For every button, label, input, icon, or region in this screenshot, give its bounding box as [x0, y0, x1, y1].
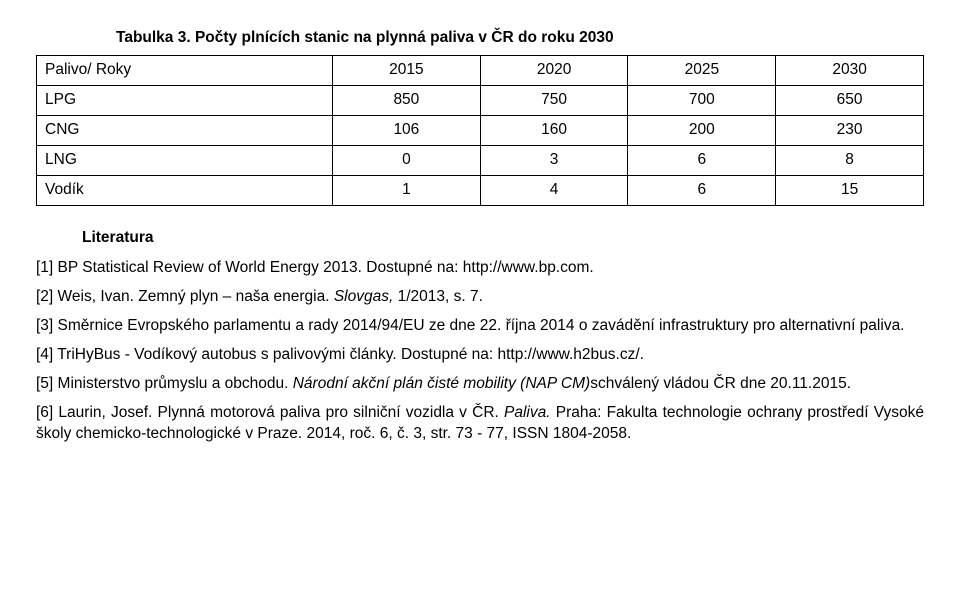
cell-label: CNG: [37, 115, 333, 145]
cell-label: LNG: [37, 145, 333, 175]
ref-text: [2] Weis, Ivan. Zemný plyn – naša energi…: [36, 288, 334, 305]
ref-italic: Paliva.: [504, 404, 551, 421]
ref-italic: Národní akční plán čisté mobility (NAP C…: [293, 375, 590, 392]
ref-text: [6] Laurin, Josef. Plynná motorová paliv…: [36, 404, 504, 421]
table-row: Vodík 1 4 6 15: [37, 175, 924, 205]
reference-5: [5] Ministerstvo průmyslu a obchodu. Nár…: [36, 374, 924, 395]
table-header-row: Palivo/ Roky 2015 2020 2025 2030: [37, 55, 924, 85]
cell: 200: [628, 115, 776, 145]
cell: 1: [333, 175, 481, 205]
ref-text: [5] Ministerstvo průmyslu a obchodu.: [36, 375, 293, 392]
cell: 15: [776, 175, 924, 205]
table-row: LNG 0 3 6 8: [37, 145, 924, 175]
reference-3: [3] Směrnice Evropského parlamentu a rad…: [36, 316, 924, 337]
cell: 850: [333, 85, 481, 115]
cell: 8: [776, 145, 924, 175]
ref-italic: Slovgas,: [334, 288, 393, 305]
table-row: CNG 106 160 200 230: [37, 115, 924, 145]
reference-1: [1] BP Statistical Review of World Energ…: [36, 258, 924, 279]
cell: 750: [480, 85, 628, 115]
reference-4: [4] TriHyBus - Vodíkový autobus s palivo…: [36, 345, 924, 366]
ref-text: 1/2013, s. 7.: [393, 288, 483, 305]
fuel-stations-table: Palivo/ Roky 2015 2020 2025 2030 LPG 850…: [36, 55, 924, 206]
th-1: 2015: [333, 55, 481, 85]
ref-text: schválený vládou ČR dne 20.11.2015.: [590, 375, 851, 392]
table-row: LPG 850 750 700 650: [37, 85, 924, 115]
reference-6: [6] Laurin, Josef. Plynná motorová paliv…: [36, 403, 924, 445]
cell-label: LPG: [37, 85, 333, 115]
cell: 650: [776, 85, 924, 115]
th-3: 2025: [628, 55, 776, 85]
cell: 160: [480, 115, 628, 145]
table-caption: Tabulka 3. Počty plnících stanic na plyn…: [36, 28, 924, 49]
reference-2: [2] Weis, Ivan. Zemný plyn – naša energi…: [36, 287, 924, 308]
cell: 6: [628, 145, 776, 175]
th-4: 2030: [776, 55, 924, 85]
cell: 4: [480, 175, 628, 205]
cell: 230: [776, 115, 924, 145]
cell: 106: [333, 115, 481, 145]
cell-label: Vodík: [37, 175, 333, 205]
literature-heading: Literatura: [82, 228, 924, 249]
cell: 0: [333, 145, 481, 175]
cell: 6: [628, 175, 776, 205]
th-2: 2020: [480, 55, 628, 85]
th-0: Palivo/ Roky: [37, 55, 333, 85]
cell: 700: [628, 85, 776, 115]
cell: 3: [480, 145, 628, 175]
